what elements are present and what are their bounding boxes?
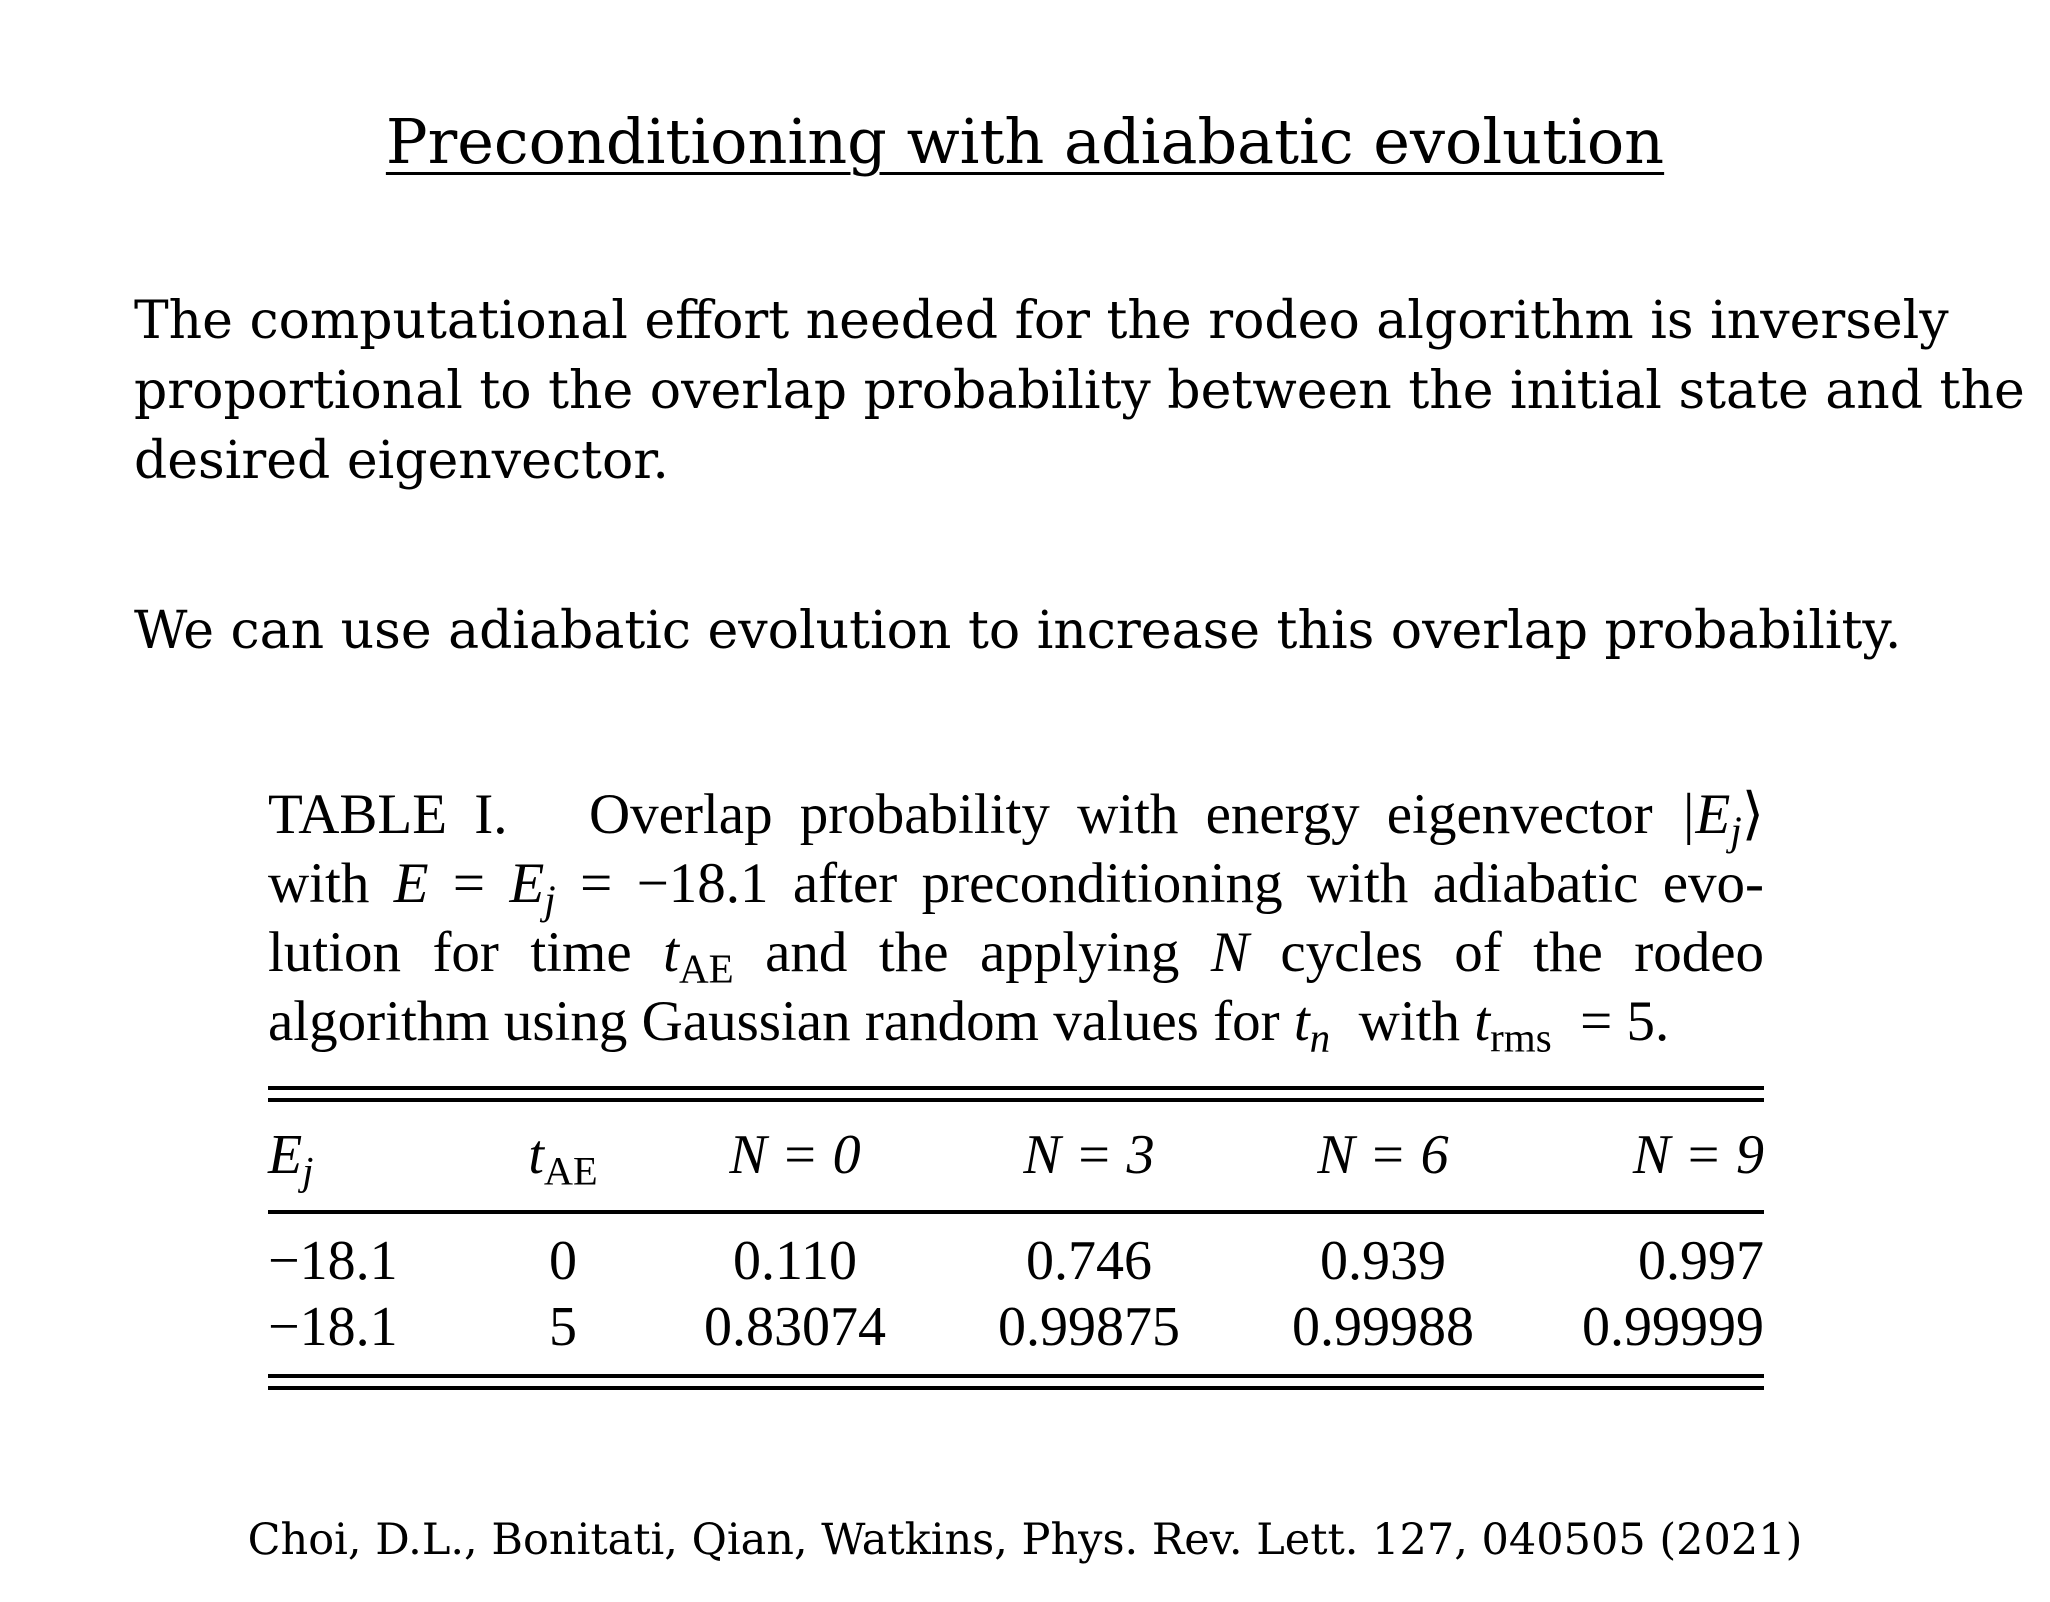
- math-value: −18.1: [636, 852, 769, 915]
- paragraph-line: The computational effort needed for the …: [134, 291, 1949, 351]
- math-tAE-main: t: [663, 921, 679, 984]
- header-N6: N = 6: [1317, 1124, 1449, 1186]
- math-tn-sub: n: [1309, 1014, 1331, 1061]
- header-main: E: [268, 1124, 303, 1186]
- caption-line: TABLE I. Overlap probability with energy…: [268, 780, 1765, 851]
- header-main: t: [528, 1124, 544, 1186]
- math-Ej-sub: j: [544, 876, 556, 923]
- cell-tAE: 0: [549, 1230, 577, 1292]
- header-N0: N = 0: [729, 1124, 861, 1186]
- cell-Ej: −18.1: [268, 1296, 398, 1358]
- overlap-table-body: −18.1 0 0.110 0.746 0.939 0.997 −18.1 5 …: [268, 1214, 1764, 1360]
- header-sub: AE: [543, 1148, 598, 1194]
- cell-N3: 0.746: [1026, 1230, 1152, 1292]
- caption-line: with E = Ej = −18.1 after preconditionin…: [268, 849, 1765, 920]
- math-trms: trms: [1474, 990, 1551, 1058]
- caption-text: with: [268, 852, 370, 915]
- table-caption: TABLE I. Overlap probability with energy…: [268, 780, 1765, 1058]
- citation: Choi, D.L., Bonitati, Qian, Watkins, Phy…: [247, 1515, 1803, 1565]
- cell-tAE: 5: [549, 1296, 577, 1358]
- overlap-table: Ej tAE N = 0 N = 3 N = 6 N = 9: [268, 1102, 1764, 1208]
- math-tn-main: t: [1293, 990, 1310, 1053]
- caption-text: cycles of the rodeo: [1280, 921, 1765, 984]
- caption-text: Overlap probability with energy eigenvec…: [589, 783, 1653, 846]
- cell-N9: 0.997: [1638, 1230, 1764, 1292]
- math-Ej: Ej: [509, 852, 555, 920]
- caption-text: and the applying: [765, 921, 1180, 984]
- paragraph-adiabatic-evolution: We can use adiabatic evolution to increa…: [134, 601, 1902, 661]
- ket-subscript: j: [1730, 807, 1742, 854]
- math-equals: =: [580, 852, 613, 915]
- table-top-rule-double: [268, 1098, 1764, 1102]
- table-header-rule: [268, 1210, 1764, 1214]
- paragraph-line: proportional to the overlap probability …: [134, 361, 2025, 421]
- table-bottom-rule: [268, 1374, 1764, 1378]
- caption-line: algorithm using Gaussian random values f…: [268, 987, 1764, 1058]
- caption-text: with: [1358, 990, 1461, 1053]
- math-trms-sub: rms: [1490, 1014, 1552, 1061]
- header-N9: N = 9: [1632, 1124, 1764, 1186]
- cell-N0: 0.110: [733, 1230, 857, 1292]
- caption-text: = 5.: [1580, 990, 1670, 1053]
- math-trms-main: t: [1474, 990, 1491, 1053]
- math-tn: tn: [1293, 990, 1330, 1058]
- cell-N6: 0.939: [1320, 1230, 1446, 1292]
- math-tAE-sub: AE: [678, 945, 734, 992]
- cell-Ej: −18.1: [268, 1230, 398, 1292]
- slide-title-text: Preconditioning with adiabatic evolution: [385, 105, 1665, 178]
- cell-N6: 0.99988: [1292, 1296, 1474, 1358]
- header-Ej: Ej: [268, 1102, 478, 1208]
- header-tAE: tAE: [478, 1102, 648, 1208]
- table-figure: TABLE I. Overlap probability with energy…: [268, 780, 1764, 1390]
- slide-title: Preconditioning with adiabatic evolution: [0, 102, 2050, 182]
- cell-N0: 0.83074: [704, 1296, 886, 1358]
- cell-N9: 0.99999: [1582, 1296, 1764, 1358]
- ket-eigenvector: |Ej⟩: [1679, 783, 1765, 851]
- caption-line: lution for time tAE and the applying N c…: [268, 918, 1765, 989]
- math-E: E: [393, 852, 429, 915]
- cell-N3: 0.99875: [998, 1296, 1180, 1358]
- header-N3: N = 3: [1023, 1124, 1155, 1186]
- math-equals: =: [452, 852, 486, 915]
- ket-symbol: |E: [1679, 783, 1731, 846]
- caption-text: after preconditioning with adiabatic evo…: [792, 852, 1765, 915]
- paragraph-overlap-effort: The computational effort needed for the …: [134, 286, 2025, 496]
- table-row: −18.1 0 0.110 0.746 0.939 0.997: [268, 1214, 1764, 1294]
- caption-text: lution for time: [268, 921, 632, 984]
- table-top-rule: [268, 1086, 1764, 1090]
- math-N: N: [1210, 921, 1249, 984]
- header-sub: j: [302, 1148, 314, 1194]
- table-row: −18.1 5 0.83074 0.99875 0.99988 0.99999: [268, 1294, 1764, 1360]
- caption-label: TABLE I.: [268, 783, 508, 846]
- math-tAE: tAE: [663, 921, 734, 989]
- paragraph-line: desired eigenvector.: [134, 431, 669, 491]
- table-header-row: Ej tAE N = 0 N = 3 N = 6 N = 9: [268, 1102, 1764, 1208]
- caption-text: algorithm using Gaussian random values f…: [268, 990, 1280, 1053]
- math-Ej-main: E: [509, 852, 545, 915]
- ket-close: ⟩: [1741, 783, 1765, 846]
- table-bottom-rule-double: [268, 1386, 1764, 1390]
